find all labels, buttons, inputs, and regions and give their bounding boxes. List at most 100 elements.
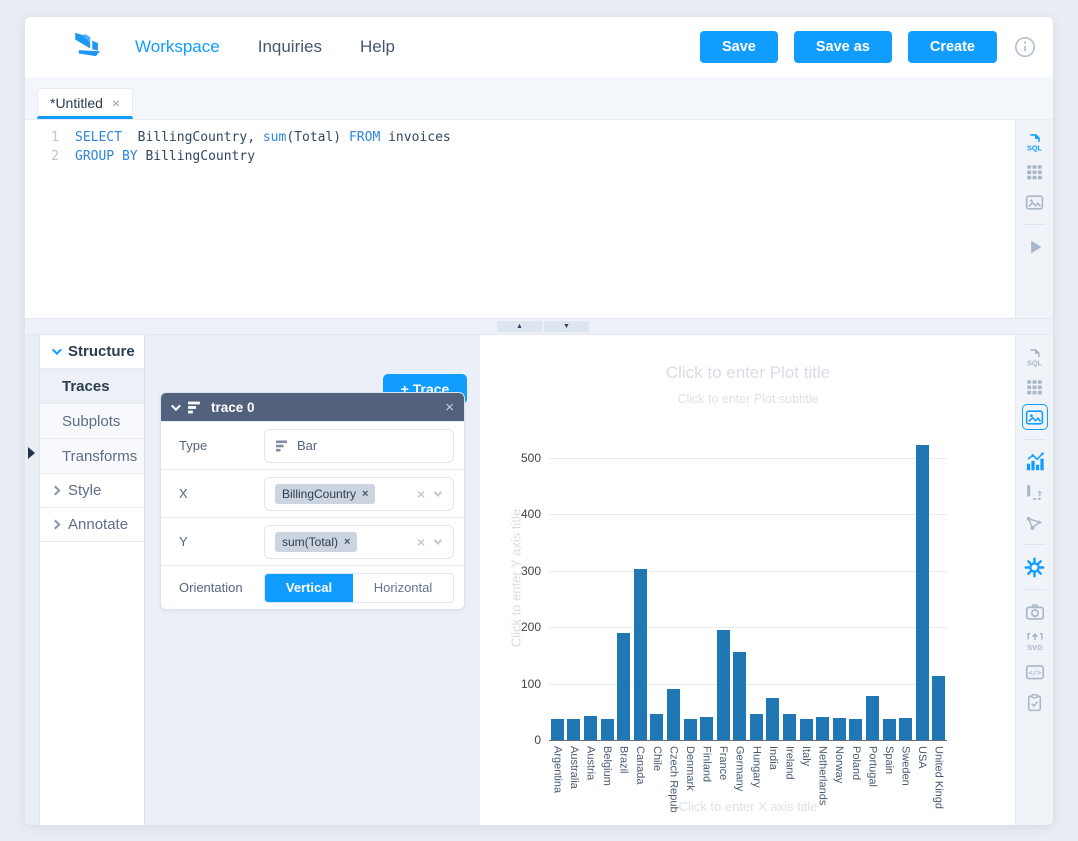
bar-hungary <box>749 714 763 740</box>
top-nav-bar: Workspace Inquiries Help Save Save as Create <box>25 17 1053 77</box>
dropdown-caret-icon[interactable] <box>433 535 443 545</box>
annotate-icon[interactable] <box>1022 509 1048 535</box>
table-icon[interactable] <box>1022 159 1048 185</box>
trace-panel-header[interactable]: trace 0 × <box>161 393 464 421</box>
bar-portugal <box>865 696 879 740</box>
axes-icon[interactable] <box>1022 479 1048 505</box>
clear-field-icon[interactable]: × <box>416 533 425 550</box>
toolbar-divider <box>1023 224 1046 225</box>
x-tick-label: Portugal <box>866 746 879 787</box>
bar-usa <box>915 445 929 740</box>
trace-close-icon[interactable]: × <box>445 398 454 416</box>
orientation-vertical-button[interactable]: Vertical <box>265 573 353 602</box>
sql-icon[interactable]: SQL <box>1022 129 1048 155</box>
sidebar-item-structure[interactable]: Structure <box>40 335 144 369</box>
x-column-chip[interactable]: BillingCountry × <box>275 483 376 504</box>
bar-ireland <box>783 714 796 740</box>
y-column-chip[interactable]: sum(Total) × <box>275 531 358 552</box>
chevron-right-icon <box>50 519 61 530</box>
header-actions: Save Save as Create <box>699 31 1037 63</box>
x-tick-label: Italy <box>800 746 812 767</box>
sidebar-item-style[interactable]: Style <box>40 474 144 508</box>
create-button[interactable]: Create <box>907 31 997 63</box>
run-icon[interactable] <box>1022 234 1048 260</box>
nav-item-workspace[interactable]: Workspace <box>135 37 220 56</box>
bar-canada <box>633 569 647 740</box>
code-line: 2 GROUP BY BillingCountry <box>25 147 1053 166</box>
plot-toolbar: SQL SVG </> <box>1015 335 1053 825</box>
collapse-up-button[interactable]: ▲ <box>497 321 542 332</box>
collapse-down-button[interactable]: ▼ <box>544 321 589 332</box>
y-column-select[interactable]: sum(Total) × × <box>264 524 454 559</box>
sidebar-item-subplots[interactable]: Subplots <box>40 404 144 439</box>
bar-germany <box>733 652 747 740</box>
x-tick-label: Belgium <box>601 746 613 786</box>
x-column-select[interactable]: BillingCountry × × <box>264 476 454 511</box>
nav-item-help[interactable]: Help <box>359 37 395 56</box>
x-tick-label: United Kingd <box>932 746 945 809</box>
line-number: 2 <box>51 149 59 164</box>
image-icon[interactable] <box>1022 189 1048 215</box>
clear-field-icon[interactable]: × <box>416 485 425 502</box>
x-tick-label: Canada <box>634 746 647 785</box>
plot-subtitle-placeholder[interactable]: Click to enter Plot subtitle <box>677 392 819 406</box>
image-icon[interactable] <box>1021 404 1048 430</box>
orientation-toggle: Vertical Horizontal <box>264 572 454 603</box>
trace-type-select[interactable]: Bar <box>264 428 454 463</box>
tab-untitled[interactable]: *Untitled × <box>37 88 134 119</box>
sidebar-annotate-label: Annotate <box>68 516 129 533</box>
dropdown-caret-icon[interactable] <box>433 487 443 497</box>
sidebar-item-annotate[interactable]: Annotate <box>40 508 144 542</box>
bar-sweden <box>899 718 912 740</box>
sql-code: 1 SELECT BillingCountry, sum(Total) FROM … <box>25 120 1053 166</box>
save-as-button[interactable]: Save as <box>793 31 892 63</box>
chevron-down-icon <box>51 345 62 356</box>
toolbar-divider <box>1023 589 1046 590</box>
gear-icon[interactable] <box>1022 554 1048 580</box>
plot-panel: Click to enter Plot title Click to enter… <box>480 335 1015 825</box>
y-tick-label: 300 <box>520 563 541 578</box>
tab-close-icon[interactable]: × <box>111 94 121 111</box>
chip-remove-icon[interactable]: × <box>362 487 369 500</box>
gridline <box>549 627 947 629</box>
line-number: 1 <box>51 130 59 145</box>
sql-icon[interactable]: SQL <box>1022 344 1048 370</box>
chart-icon[interactable] <box>1022 449 1048 475</box>
save-button[interactable]: Save <box>699 31 778 63</box>
info-icon[interactable] <box>1013 35 1037 59</box>
camera-icon[interactable] <box>1022 599 1048 625</box>
x-axis-title-placeholder[interactable]: Click to enter X axis title <box>678 799 818 814</box>
sidebar-item-transforms[interactable]: Transforms <box>40 439 144 474</box>
bar-spain <box>882 719 896 740</box>
sql-editor[interactable]: 1 SELECT BillingCountry, sum(Total) FROM … <box>25 120 1053 318</box>
pane-splitter[interactable]: ▲ ▼ <box>25 318 1053 335</box>
bar-australia <box>567 719 581 740</box>
nav-item-inquiries[interactable]: Inquiries <box>257 37 322 56</box>
tab-label: *Untitled <box>50 94 103 111</box>
bar-type-icon <box>276 440 287 451</box>
x-tick-label: Netherlands <box>816 746 829 806</box>
y-tick-label: 100 <box>520 676 541 691</box>
sidebar-item-traces[interactable]: Traces <box>40 369 144 404</box>
bar-norway <box>832 718 846 740</box>
trace-x-row: X BillingCountry × × <box>161 469 464 517</box>
x-tick-label: Austria <box>584 746 597 781</box>
plot-title-placeholder[interactable]: Click to enter Plot title <box>665 363 831 382</box>
code-icon[interactable]: </> <box>1022 659 1048 685</box>
trace-orientation-row: Orientation Vertical Horizontal <box>161 565 464 609</box>
bar-chile <box>650 714 664 740</box>
orientation-label: Orientation <box>179 580 243 595</box>
trace-editor-panel: + Trace trace 0 × Type B <box>145 335 480 825</box>
type-label: Type <box>179 438 208 453</box>
bar-finland <box>700 717 713 740</box>
clipboard-icon[interactable] <box>1022 689 1048 715</box>
y-tick-label: 0 <box>534 733 541 747</box>
expand-panel-arrow-icon[interactable] <box>28 447 35 459</box>
trace-0-panel: trace 0 × Type Bar X <box>160 392 465 610</box>
table-icon[interactable] <box>1022 374 1048 400</box>
orientation-horizontal-button[interactable]: Horizontal <box>353 573 453 602</box>
chip-remove-icon[interactable]: × <box>344 535 351 548</box>
svg-export-icon[interactable]: SVG <box>1022 629 1048 655</box>
toolbar-divider <box>1023 439 1046 440</box>
x-tick-label: Chile <box>650 746 663 772</box>
